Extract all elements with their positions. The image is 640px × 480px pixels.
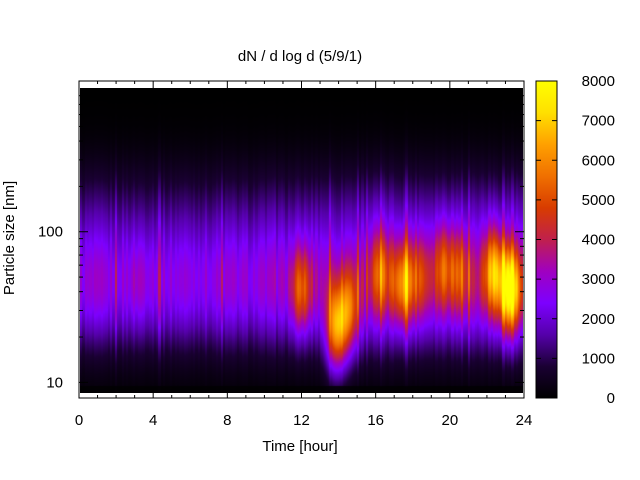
colorbar-tick-label: 7000 — [582, 113, 615, 130]
colorbar-tick-label: 2000 — [582, 311, 615, 328]
x-tick-label: 24 — [516, 412, 533, 429]
x-tick-label: 4 — [149, 412, 157, 429]
y-tick-label: 10 — [46, 374, 63, 391]
x-tick-label: 8 — [223, 412, 231, 429]
colorbar-tick-label: 0 — [607, 390, 615, 407]
x-tick-label: 12 — [293, 412, 310, 429]
x-axis-label: Time [hour] — [262, 438, 337, 455]
x-tick-label: 16 — [367, 412, 384, 429]
colorbar-tick-label: 8000 — [582, 73, 615, 90]
x-tick-label: 0 — [75, 412, 83, 429]
x-axis: 0 4 8 12 16 20 24 — [75, 81, 533, 429]
colorbar: 0 1000 2000 3000 4000 5000 6000 7000 8000 — [535, 73, 615, 407]
colorbar-tick-label: 1000 — [582, 350, 615, 367]
plot-area — [78, 80, 525, 399]
colorbar-ticks: 0 1000 2000 3000 4000 5000 6000 7000 8000 — [536, 73, 615, 407]
colorbar-tick-label: 6000 — [582, 152, 615, 169]
y-tick-label: 100 — [38, 224, 63, 241]
x-tick-label: 20 — [441, 412, 458, 429]
colorbar-tick-label: 5000 — [582, 192, 615, 209]
chart-title: dN / d log d (5/9/1) — [238, 48, 362, 65]
colorbar-tick-label: 4000 — [582, 232, 615, 249]
y-axis-label: Particle size [nm] — [1, 181, 18, 295]
y-axis: 10 100 — [38, 95, 524, 391]
heatmap — [80, 88, 523, 393]
colorbar-tick-label: 3000 — [582, 271, 615, 288]
